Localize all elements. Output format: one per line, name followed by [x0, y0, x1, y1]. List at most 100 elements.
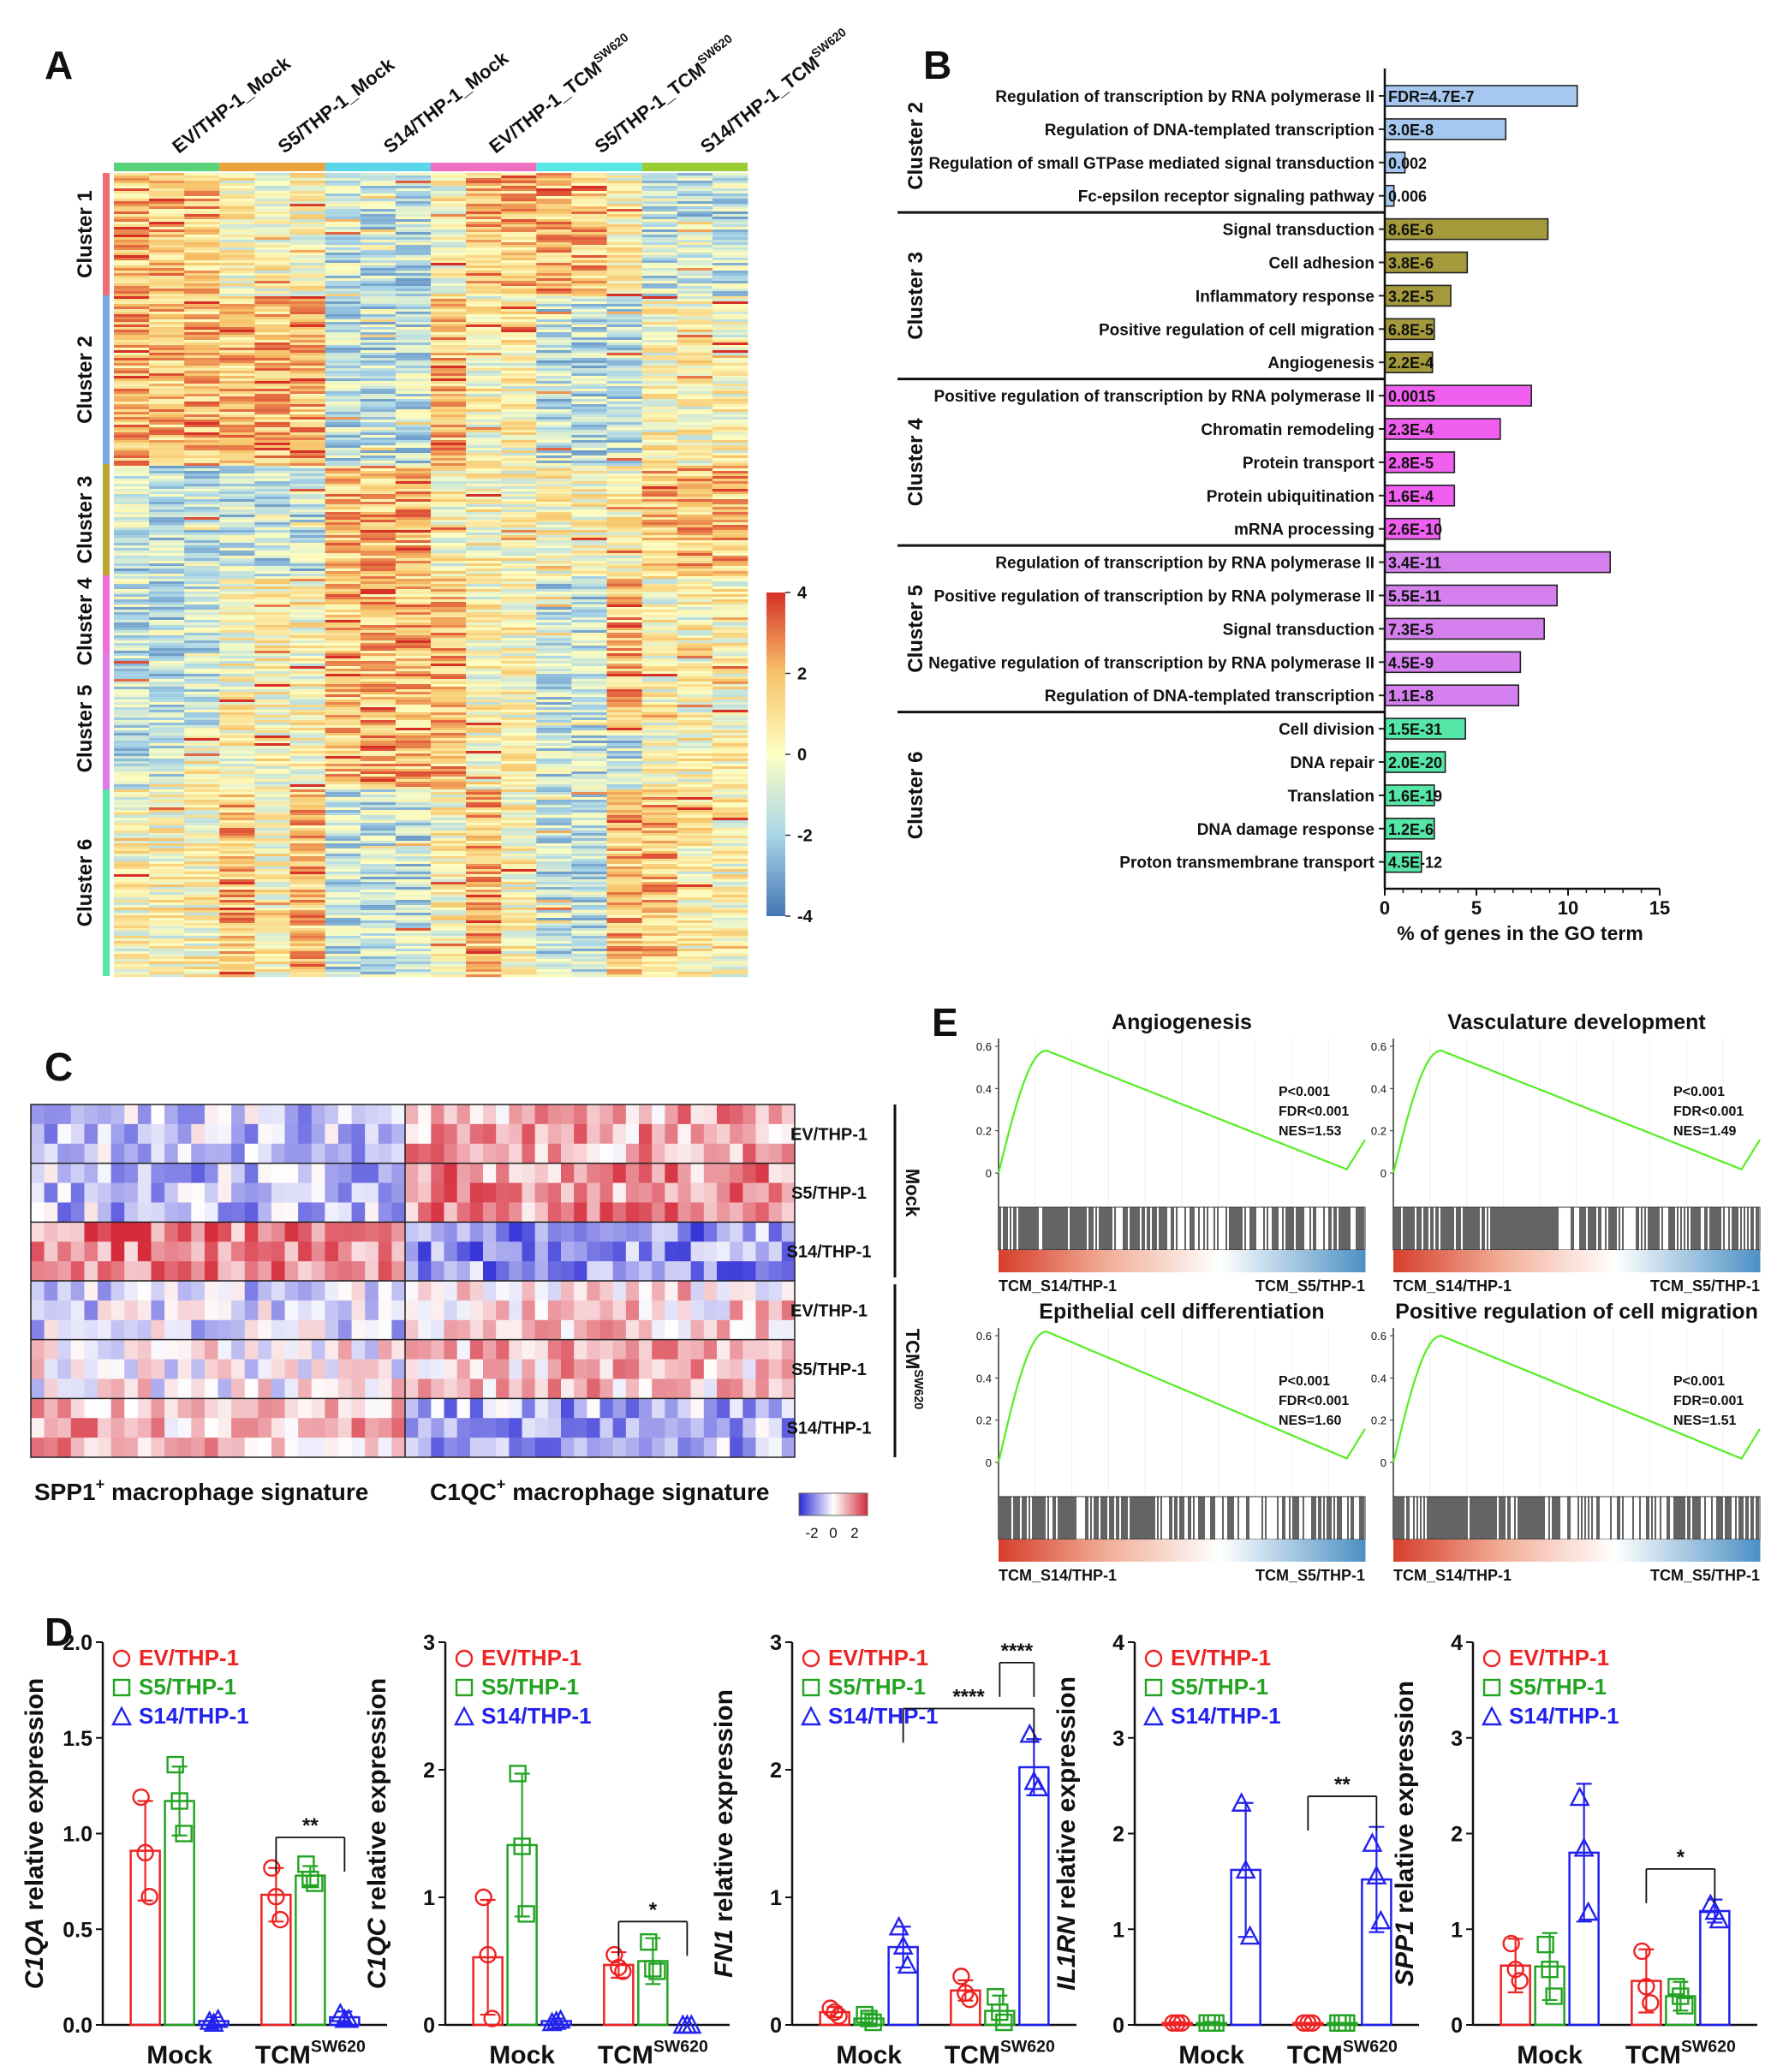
- heatmap-cell: [712, 738, 748, 741]
- heatmap-cell: [431, 196, 467, 199]
- heatmap-cell: [606, 759, 643, 762]
- heatmap-cell: [360, 417, 397, 420]
- heatmap-cell: [501, 191, 537, 194]
- heatmap-cell: [536, 687, 572, 690]
- heatmap-cell: [395, 715, 432, 718]
- heatmap-cell: [114, 751, 150, 754]
- heatmap-cell: [395, 851, 432, 854]
- heatmap-cell: [360, 820, 397, 824]
- heatmap-cell: [289, 841, 326, 844]
- heatmap-cell: [501, 260, 537, 264]
- heatmap-cell: [466, 283, 502, 287]
- heatmap-cell: [501, 509, 537, 513]
- heatmap-cell: [641, 661, 678, 664]
- heatmap-cell: [360, 345, 397, 348]
- heatmap-cell: [677, 337, 713, 341]
- heatmap-cell: [606, 227, 643, 230]
- heatmap-cell: [536, 843, 572, 847]
- heatmap-cell: [114, 527, 150, 531]
- heatmap-cell: [431, 486, 467, 490]
- heatmap-cell: [219, 589, 255, 592]
- heatmap-cell: [325, 463, 361, 467]
- heatmap-cell: [677, 260, 713, 264]
- heatmap-cell: [219, 463, 255, 467]
- heatmap-cell: [289, 353, 326, 356]
- heatmap-cell: [184, 879, 220, 883]
- heatmap-cell: [641, 723, 678, 726]
- heatmap-cell: [325, 312, 361, 315]
- heatmap-cell: [289, 194, 326, 197]
- heatmap-cell: [677, 427, 713, 431]
- heatmap-cell: [254, 283, 290, 287]
- heatmap-cell: [114, 869, 150, 872]
- heatmap-cell: [606, 324, 643, 328]
- heatmap-cell: [395, 520, 432, 523]
- heatmap-cell: [289, 533, 326, 536]
- heatmap-cell: [536, 497, 572, 500]
- heatmap-cell: [360, 466, 397, 469]
- heatmap-cell: [501, 214, 537, 217]
- heatmap-cell: [677, 569, 713, 572]
- heatmap-cell: [360, 445, 397, 449]
- heatmap-cell: [114, 502, 150, 505]
- heatmap-cell: [571, 504, 607, 508]
- heatmap-cell: [431, 404, 467, 408]
- heatmap-cell: [114, 265, 150, 269]
- heatmap-cell: [395, 530, 432, 533]
- heatmap-cell: [712, 615, 748, 618]
- heatmap-cell: [431, 366, 467, 369]
- heatmap-cell: [325, 214, 361, 217]
- heatmap-cell: [254, 694, 290, 698]
- heatmap-cell: [184, 355, 220, 359]
- heatmap-cell: [641, 856, 678, 860]
- heatmap-cell: [466, 815, 502, 819]
- heatmap-cell: [606, 846, 643, 849]
- heatmap-cell: [360, 730, 397, 734]
- heatmap-cell: [536, 173, 572, 176]
- heatmap-cell: [289, 697, 326, 700]
- heatmap-cell: [677, 700, 713, 703]
- heatmap-cell: [219, 720, 255, 723]
- heatmap-cell: [431, 535, 467, 539]
- heatmap-cell: [466, 196, 502, 199]
- heatmap-cell: [641, 263, 678, 266]
- heatmap-cell: [712, 199, 748, 202]
- heatmap-cell: [571, 563, 607, 567]
- heatmap-cell: [712, 497, 748, 500]
- heatmap-cell: [114, 512, 150, 515]
- heatmap-cell: [712, 823, 748, 826]
- heatmap-cell: [219, 435, 255, 438]
- heatmap-cell: [712, 751, 748, 754]
- heatmap-cell: [219, 432, 255, 436]
- heatmap-cell: [431, 576, 467, 580]
- heatmap-cell: [219, 646, 255, 649]
- heatmap-cell: [606, 309, 643, 313]
- heatmap-cell: [677, 779, 713, 783]
- heatmap-cell: [712, 489, 748, 492]
- heatmap-cell: [254, 864, 290, 867]
- heatmap-cell: [114, 635, 150, 639]
- heatmap-cell: [431, 879, 467, 883]
- heatmap-cell: [395, 507, 432, 510]
- heatmap-cell: [712, 227, 748, 230]
- heatmap-cell: [466, 381, 502, 384]
- heatmap-cell: [501, 723, 537, 726]
- heatmap-cell: [219, 199, 255, 202]
- heatmap-cell: [641, 617, 678, 621]
- heatmap-cell: [184, 548, 220, 551]
- heatmap-cell: [254, 689, 290, 693]
- heatmap-cell: [466, 548, 502, 551]
- heatmap-cell: [289, 872, 326, 875]
- heatmap-cell: [501, 789, 537, 793]
- heatmap-cell: [571, 242, 607, 246]
- heatmap-cell: [184, 810, 220, 813]
- heatmap-cell: [254, 861, 290, 865]
- heatmap-cell: [536, 707, 572, 711]
- heatmap-cell: [431, 846, 467, 849]
- heatmap-cell: [325, 217, 361, 220]
- heatmap-cell: [289, 427, 326, 431]
- heatmap-cell: [395, 176, 432, 179]
- heatmap-cell: [571, 676, 607, 680]
- heatmap-cell: [677, 733, 713, 736]
- heatmap-cell: [395, 628, 432, 631]
